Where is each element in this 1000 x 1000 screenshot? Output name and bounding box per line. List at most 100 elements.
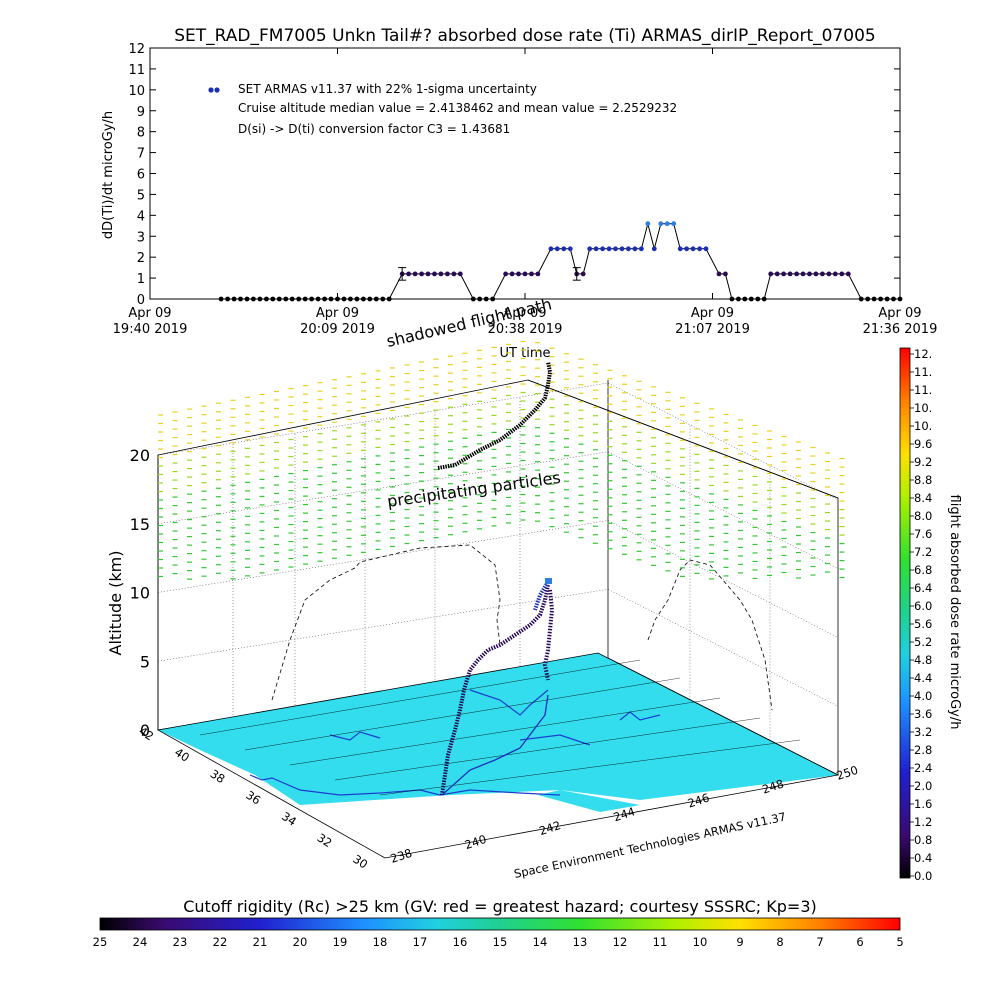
latitude-tick-label: 42 (136, 724, 156, 744)
data-point (438, 271, 444, 277)
y-tick-label: 8 (137, 126, 145, 141)
y-tick-label: 11 (128, 63, 145, 78)
data-point (354, 296, 360, 302)
altitude-tick-label: 5 (140, 652, 150, 671)
x-tick-time: 20:38 2019 (488, 322, 563, 337)
data-point (742, 296, 748, 302)
x-tick-date: Apr 09 (316, 306, 359, 321)
data-point (529, 271, 534, 277)
colorbar-tick-label: 7.2 (914, 545, 932, 559)
ground-track (441, 694, 549, 796)
dose-rate-series (218, 221, 903, 302)
data-point (639, 246, 644, 252)
data-point (264, 296, 269, 302)
data-point (736, 296, 741, 302)
back-top-edge (527, 379, 839, 499)
altitude-gridline (157, 589, 839, 707)
data-point (535, 271, 541, 277)
x-tick-date: Apr 09 (878, 306, 921, 321)
y-tick-label: 12 (128, 42, 145, 57)
data-point (645, 221, 651, 227)
coastline (519, 734, 591, 746)
data-point (477, 296, 483, 302)
ground-outline (156, 652, 840, 859)
cutoff-tick-label: 11 (653, 935, 668, 949)
data-point (341, 296, 347, 302)
colorbar-tick-label: 10. (914, 401, 932, 415)
data-point (748, 296, 754, 302)
top-plot-ylabel: dD(Ti)/dt microGy/h (101, 111, 116, 239)
data-point (432, 271, 437, 277)
data-point (865, 296, 871, 302)
ground-gridline (334, 717, 761, 781)
data-point (419, 271, 424, 277)
chart-title: SET_RAD_FM7005 Unkn Tail#? absorbed dose… (174, 26, 875, 46)
data-point (470, 296, 476, 302)
colorbar-tick-label: 0.8 (914, 833, 932, 847)
longitude-ticks: 238 240 242 244 246 248 250 (389, 763, 860, 866)
dose-rate-colorbar: 12. 11. 11. 10. 10. 9.6 9.2 8.8 8.4 8.0 7.6 7.2 6.8 6… (899, 347, 962, 883)
legend-marker (208, 87, 214, 93)
legend-series-label: SET ARMAS v11.37 with 22% 1-sigma uncert… (238, 82, 537, 96)
data-point (716, 271, 722, 277)
altitude-tick-label: 10 (130, 584, 150, 603)
back-wall-path-shadow (271, 544, 501, 701)
data-point (761, 296, 767, 302)
cutoff-tick-label: 5 (896, 935, 903, 949)
x-tick-date: Apr 09 (503, 306, 546, 321)
latitude-tick-label: 40 (172, 745, 192, 765)
data-point (231, 296, 237, 302)
colorbar-tick-label: 5.2 (914, 635, 932, 649)
data-point (457, 271, 463, 277)
colorbar-tick-label: 6.4 (914, 581, 932, 595)
data-point (406, 271, 411, 277)
cutoff-tick-label: 23 (173, 935, 188, 949)
data-point (587, 246, 593, 252)
data-point (309, 296, 314, 302)
y-tick-label: 3 (137, 230, 145, 245)
trajectory-return (542, 589, 555, 681)
coastline (619, 711, 661, 721)
cutoff-tick-label: 9 (736, 935, 743, 949)
ground-map (158, 653, 838, 805)
data-point (774, 271, 780, 277)
longitude-tick-label: 244 (612, 804, 637, 824)
data-point (871, 296, 877, 302)
data-point (548, 246, 554, 252)
y-tick-label: 4 (137, 209, 145, 224)
colorbar-tick-label: 9.6 (914, 437, 932, 451)
legend-cruise-stats: Cruise altitude median value = 2.4138462… (238, 101, 677, 115)
x-axis-label: UT time (500, 346, 551, 361)
data-point (807, 271, 812, 277)
data-point (677, 246, 683, 252)
cutoff-rigidity-colorbar: Cutoff rigidity (Rc) >25 km (GV: red = g… (93, 897, 904, 949)
data-point (567, 246, 573, 252)
cutoff-tick-label: 6 (856, 935, 863, 949)
data-point (781, 271, 786, 277)
data-point (490, 296, 496, 302)
cutoff-tick-label: 15 (493, 935, 508, 949)
y-tick-label: 7 (137, 147, 145, 162)
data-point (600, 246, 605, 252)
coastline (329, 731, 381, 741)
cutoff-colorbar-ticks: 25 24 23 22 21 20 19 18 17 16 15 14 13 12 11 10 9 8 7 6 5 (93, 935, 904, 949)
colorbar-tick-label: 4.8 (914, 653, 932, 667)
data-point (276, 296, 282, 302)
data-point (348, 296, 353, 302)
coastline (469, 689, 549, 716)
cutoff-tick-label: 20 (293, 935, 308, 949)
cutoff-tick-label: 7 (816, 935, 823, 949)
cutoff-tick-label: 12 (613, 935, 628, 949)
legend-marker (214, 87, 220, 93)
data-point (826, 271, 832, 277)
data-point (813, 271, 819, 277)
data-point (257, 296, 263, 302)
longitude-tick-label: 250 (835, 763, 860, 783)
data-point (361, 296, 366, 302)
data-point (884, 296, 890, 302)
colorbar-tick-label: 7.6 (914, 527, 932, 541)
cutoff-colorbar-gradient (99, 917, 901, 931)
altitude-gridline (157, 520, 839, 638)
